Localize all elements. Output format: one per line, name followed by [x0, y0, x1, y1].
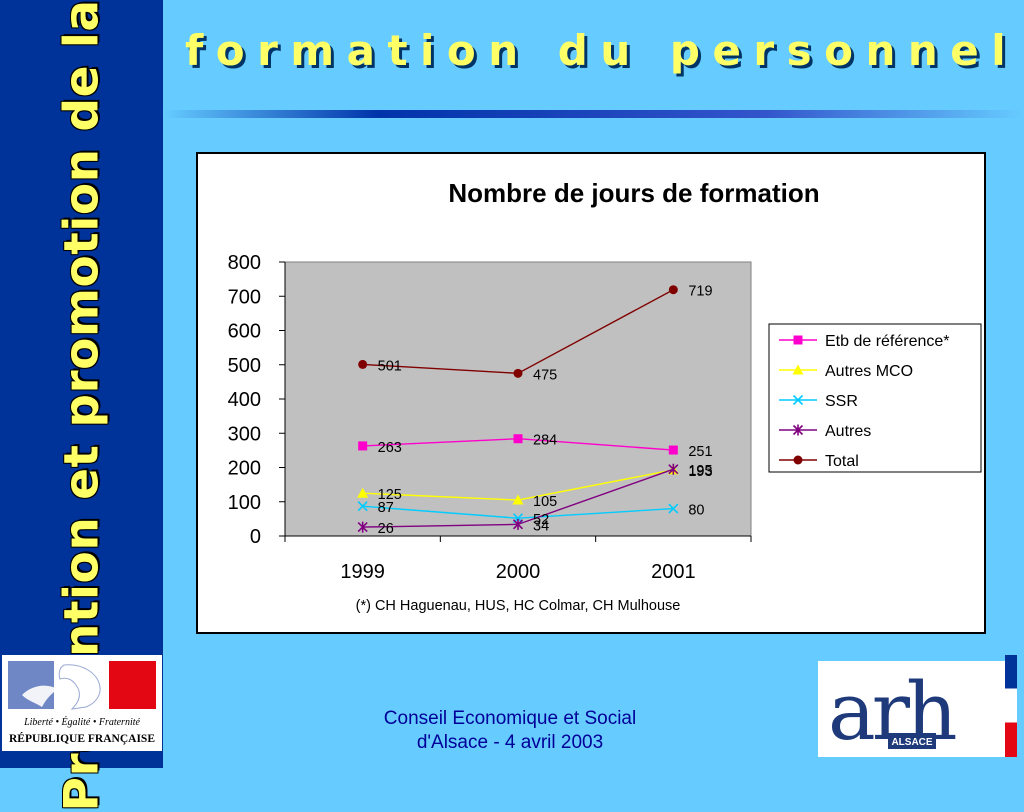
data-label: 34: [533, 518, 549, 534]
x-tick-label: 2000: [496, 561, 541, 583]
data-label: 80: [688, 503, 704, 519]
x-tick-label: 2001: [651, 561, 696, 583]
y-tick-label: 500: [228, 355, 261, 377]
arh-region-badge: [888, 733, 936, 749]
sidebar: Prévention et promotion de la santé: [0, 0, 163, 812]
footer-line-1: Conseil Economique et Social: [383, 708, 637, 729]
republique-francaise-logo: Liberté • Égalité • Fraternité RÉPUBLIQU…: [2, 655, 162, 751]
data-point: [668, 285, 678, 295]
data-label: 125: [378, 487, 402, 503]
data-point: [512, 494, 524, 505]
data-label: 87: [378, 500, 394, 516]
legend-swatch-marker: [792, 364, 804, 375]
y-tick-label: 400: [228, 389, 261, 411]
y-tick-label: 100: [228, 492, 261, 514]
y-tick-label: 600: [228, 321, 261, 343]
chart-title: Nombre de jours de formation: [448, 178, 819, 208]
footer-line-2: d'Alsace - 4 avril 2003: [416, 732, 604, 753]
marianne-hair-icon: [22, 685, 58, 707]
data-label: 263: [378, 440, 402, 456]
legend-entry-label: Etb de référence*: [825, 333, 950, 350]
data-label: 475: [533, 367, 557, 383]
slide-title: formation du personnel: [185, 26, 1019, 75]
legend-entry-label: SSR: [825, 393, 858, 410]
data-label: 105: [533, 494, 557, 510]
data-label: 195: [688, 463, 712, 479]
data-point: [513, 434, 523, 444]
y-tick-label: 0: [250, 526, 261, 548]
data-label: 52: [533, 512, 549, 528]
legend-swatch-marker: [793, 335, 803, 345]
logo-flag-red: [109, 661, 156, 709]
data-label: 719: [688, 284, 712, 300]
data-point: [357, 487, 369, 498]
data-point: [357, 521, 368, 533]
arh-region: ALSACE: [891, 737, 932, 748]
legend-swatch-marker: [793, 455, 803, 465]
y-tick-label: 300: [228, 423, 261, 445]
data-point: [513, 368, 523, 378]
legend-swatch-marker: [792, 424, 804, 436]
line-chart: Nombre de jours de formation 0 100 200 300 4…: [228, 178, 982, 614]
logo-flag-blue: [8, 661, 54, 709]
data-label: 26: [378, 521, 394, 537]
legend-box: [768, 323, 982, 473]
data-point: [668, 503, 679, 514]
title-divider: [163, 110, 1024, 118]
legend-entry-label: Autres: [825, 423, 871, 440]
legend-swatch-marker: [792, 394, 804, 406]
arh-alsace-logo: arh ALSACE: [818, 661, 1006, 758]
logo-republique: RÉPUBLIQUE FRANÇAISE: [9, 731, 155, 745]
arh-flag-stripe: [1005, 655, 1017, 757]
data-label: 501: [378, 358, 402, 374]
data-point: [668, 445, 678, 455]
data-point: [358, 359, 368, 369]
chart-container: Nombre de jours de formation 0 100 200 300 4…: [196, 152, 986, 634]
data-point: [357, 501, 368, 512]
chart-footnote: (*) CH Haguenau, HUS, HC Colmar, CH Mulh…: [356, 598, 681, 614]
data-label: 284: [533, 433, 557, 449]
data-point: [358, 441, 368, 451]
marianne-profile-icon: [58, 664, 101, 710]
footer: Conseil Economique et Social d'Alsace - …: [330, 707, 690, 755]
y-tick-label: 700: [228, 286, 261, 308]
data-point: [668, 463, 679, 475]
data-label: 193: [688, 464, 712, 480]
data-label: 251: [688, 444, 712, 460]
legend-entry-label: Total: [825, 453, 859, 470]
data-point: [512, 518, 524, 530]
y-tick-label: 200: [228, 458, 261, 480]
logo-motto: Liberté • Égalité • Fraternité: [23, 716, 140, 728]
y-tick-label: 800: [228, 252, 261, 274]
legend-entry-label: Autres MCO: [825, 363, 913, 380]
x-tick-label: 1999: [340, 561, 385, 583]
